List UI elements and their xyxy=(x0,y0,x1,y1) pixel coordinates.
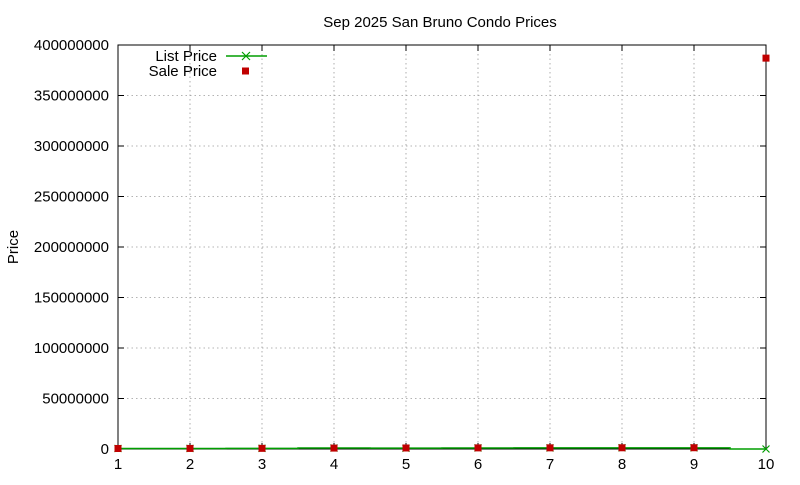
y-tick-label: 50000000 xyxy=(42,391,109,408)
y-tick-label: 100000000 xyxy=(34,340,109,357)
x-tick-label: 5 xyxy=(402,456,410,473)
sale-price-point xyxy=(330,444,338,452)
sale-price-point xyxy=(762,54,770,62)
data-layer xyxy=(114,54,770,453)
legend: List Price Sale Price xyxy=(149,48,267,80)
sale-price-point xyxy=(186,444,194,452)
x-tick-label: 2 xyxy=(186,456,194,473)
legend-marker-sale-price xyxy=(242,67,249,75)
x-tick-label: 10 xyxy=(758,456,775,473)
y-tick-label: 200000000 xyxy=(34,239,109,256)
y-tick-label: 300000000 xyxy=(34,138,109,155)
y-tick-label: 400000000 xyxy=(34,37,109,54)
x-tick-label: 3 xyxy=(258,456,266,473)
sale-price-point xyxy=(474,444,482,452)
y-tick-label: 250000000 xyxy=(34,189,109,206)
list-price-point xyxy=(762,445,770,453)
x-tick-label: 6 xyxy=(474,456,482,473)
y-tick-label: 350000000 xyxy=(34,88,109,105)
legend-label-sale-price: Sale Price xyxy=(149,63,217,80)
chart-title: Sep 2025 San Bruno Condo Prices xyxy=(323,14,557,31)
sale-price-point xyxy=(402,444,410,452)
tick-layer: 0 50000000 100000000 150000000 200000000 2500… xyxy=(34,37,774,473)
y-tick-label: 150000000 xyxy=(34,290,109,307)
legend-label-list-price: List Price xyxy=(155,48,217,65)
y-tick-label: 0 xyxy=(101,441,109,458)
list-price-line xyxy=(118,447,766,450)
x-tick-label: 7 xyxy=(546,456,554,473)
sale-price-point xyxy=(114,444,122,452)
legend-cross-list-price xyxy=(241,51,251,61)
sale-price-point xyxy=(258,444,266,452)
sale-price-point xyxy=(690,444,698,452)
grid-layer xyxy=(118,45,766,449)
x-tick-label: 8 xyxy=(618,456,626,473)
sale-price-point xyxy=(546,444,554,452)
sale-price-point xyxy=(618,444,626,452)
x-tick-label: 1 xyxy=(114,456,122,473)
x-tick-label: 9 xyxy=(690,456,698,473)
y-axis-label: Price xyxy=(5,230,22,264)
x-tick-label: 4 xyxy=(330,456,338,473)
